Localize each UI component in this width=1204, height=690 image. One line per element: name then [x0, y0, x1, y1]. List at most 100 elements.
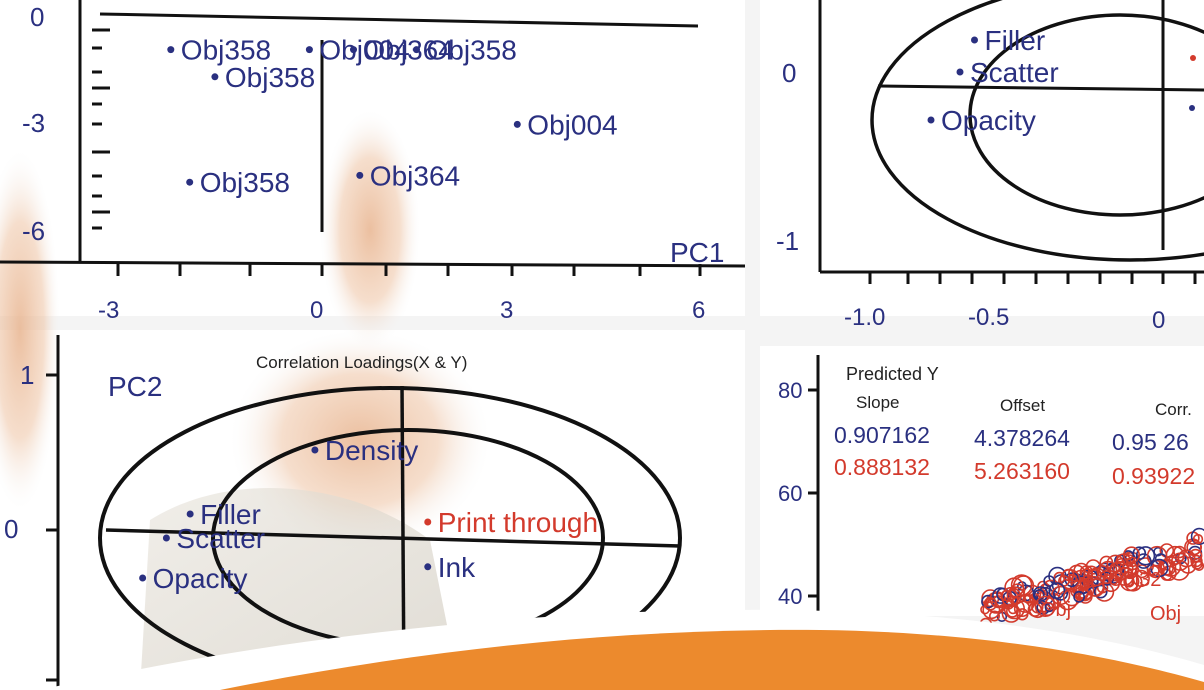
tl-point-1 [211, 73, 219, 81]
br-cloud-point-118 [1032, 586, 1049, 602]
bl-point-0 [311, 446, 319, 454]
tl-point-label-1: Obj358 [225, 62, 315, 93]
tr-xtick-1: -0.5 [968, 304, 1009, 331]
tl-point-0 [167, 46, 175, 54]
tl-point-3 [305, 46, 313, 54]
br-cloud-point-154 [1099, 570, 1114, 585]
tr-ytick-1: -1 [776, 226, 799, 256]
bl-point-1 [186, 510, 194, 518]
br-cloud-point-121 [1132, 546, 1147, 561]
tr-navy-dot [1189, 105, 1195, 111]
tr-axes [818, 0, 1204, 274]
bl-ytick-0: 1 [20, 360, 34, 390]
br-row0-offset: 4.378264 [974, 425, 1070, 451]
bl-ytick-1: 0 [4, 514, 18, 544]
br-row0-slope: 0.907162 [834, 422, 930, 448]
br-cloud-point-138 [1161, 565, 1177, 582]
br-cloud-point-137 [1048, 582, 1066, 599]
br-cloud-point-168 [1006, 586, 1025, 605]
tl-point-label-4: Obj364 [364, 35, 454, 66]
br-cloud-point-145 [1190, 527, 1204, 545]
br-axes [808, 355, 820, 616]
br-prediction-cloud [979, 527, 1204, 631]
br-cloud-point-129 [1098, 560, 1118, 580]
orange-swoosh [220, 629, 1204, 690]
bl-point-4 [424, 518, 432, 526]
tl-xtick-1: 0 [310, 297, 323, 324]
br-ytick-0: 80 [778, 378, 802, 403]
br-cloud-point-162 [1087, 567, 1107, 587]
tr-tick-marks [868, 272, 1197, 284]
br-header-offset: Offset [1000, 396, 1045, 415]
panel-bottom-right [760, 346, 1204, 616]
tl-point-4 [350, 46, 357, 54]
tr-xtick-0: -1.0 [844, 304, 885, 331]
br-header-corr: Corr. [1155, 400, 1192, 419]
tl-points: Obj358Obj358Obj358Obj004Obj364Obj358Obj0… [167, 35, 618, 198]
tl-point-5 [413, 46, 420, 54]
br-overlap-label-2: Obj [1150, 603, 1181, 625]
br-cloud-point-157 [1027, 602, 1043, 617]
bl-point-label-1: Filler [200, 499, 261, 530]
tl-point-label-7: Obj364 [370, 160, 460, 191]
br-cloud-point-130 [1159, 558, 1177, 576]
tl-ytick-0: 0 [30, 2, 44, 32]
tr-outer-ellipse [870, 0, 1204, 262]
bl-point-label-0: Density [325, 435, 418, 466]
bl-point-label-2: Scatter [176, 523, 265, 554]
br-cloud-point-116 [1044, 602, 1055, 613]
br-cloud-point-156 [1067, 574, 1077, 585]
tl-xtick-0: -3 [98, 297, 119, 324]
br-cloud-point-134 [1009, 583, 1026, 599]
br-cloud-point-69 [1188, 548, 1203, 563]
br-cloud-point-151 [1135, 546, 1156, 566]
br-cloud-point-95 [1170, 552, 1190, 571]
tl-point-7 [356, 171, 364, 179]
br-cloud-point-169 [1148, 565, 1160, 577]
tl-point-label-6: Obj004 [527, 109, 617, 140]
tr-inner-ellipse [968, 13, 1204, 217]
br-cloud-point-166 [983, 596, 998, 611]
br-cloud-point-164 [1034, 595, 1056, 618]
tl-xlabel: PC1 [670, 237, 724, 268]
bl-point-5 [424, 563, 432, 571]
tr-point-1 [956, 68, 964, 76]
br-cloud-point-152 [1123, 546, 1141, 564]
br-ytick-1: 60 [778, 481, 802, 506]
tr-red-dot [1190, 55, 1196, 61]
tr-point-label-1: Scatter [970, 57, 1059, 88]
br-row1-corr: 0.93922 [1112, 463, 1195, 489]
tl-axes [0, 0, 746, 268]
br-row1-offset: 5.263160 [974, 458, 1070, 484]
br-cloud-point-131 [988, 610, 1000, 622]
bl-point-label-3: Opacity [153, 563, 248, 594]
bl-title: Correlation Loadings(X & Y) [256, 353, 467, 372]
br-cloud-point-96 [1080, 568, 1094, 581]
br-cloud-point-161 [1073, 590, 1085, 603]
br-cloud-point-167 [1168, 554, 1180, 566]
br-ytick-2: 40 [778, 584, 802, 609]
br-cloud-point-165 [1123, 572, 1143, 592]
tr-ytick-0: 0 [782, 58, 796, 88]
br-cloud-point-160 [1068, 564, 1086, 582]
br-overlap-label-0: Obj32 [1108, 569, 1161, 591]
br-cloud-point-146 [1193, 560, 1204, 571]
tr-point-label-2: Opacity [941, 105, 1036, 136]
br-cloud-point-75 [1173, 545, 1186, 559]
bl-point-3 [139, 574, 147, 582]
tl-point-label-0: Obj358 [181, 35, 271, 66]
tl-point-6 [513, 120, 521, 128]
tr-xtick-2: 0 [1152, 307, 1165, 334]
br-row0-corr: 0.95 26 [1112, 429, 1189, 455]
bl-ylabel: PC2 [108, 371, 162, 402]
br-cloud-point-97 [1109, 560, 1130, 581]
tr-point-0 [971, 36, 978, 44]
tl-point-label-3: Obj004 [319, 35, 409, 66]
tr-point-2 [927, 116, 935, 124]
bl-point-2 [162, 534, 170, 542]
tl-xtick-2: 3 [500, 297, 513, 324]
br-cloud-point-119 [982, 601, 1001, 620]
